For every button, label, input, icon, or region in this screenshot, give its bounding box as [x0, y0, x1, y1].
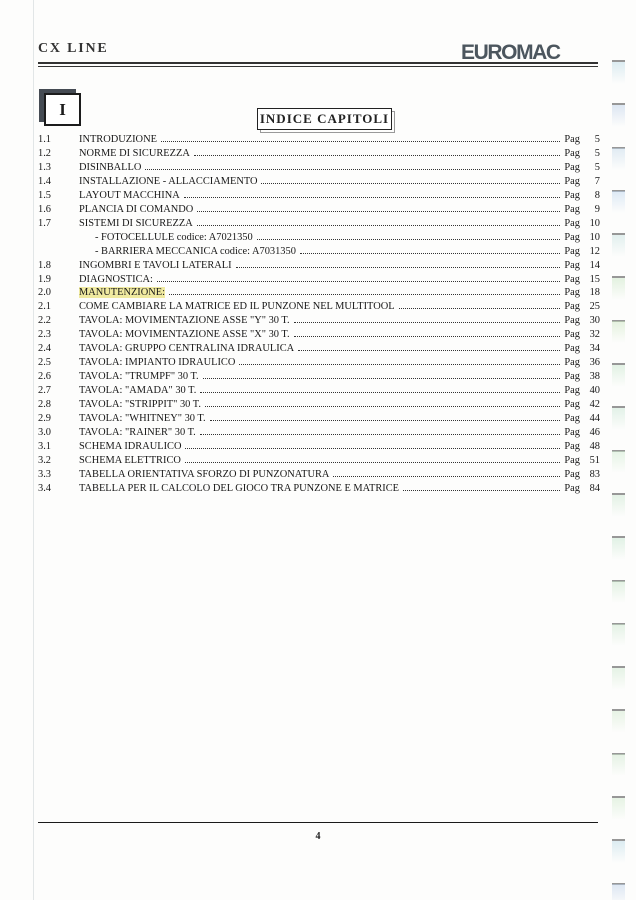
svg-text:EUROMAC: EUROMAC: [461, 41, 561, 64]
